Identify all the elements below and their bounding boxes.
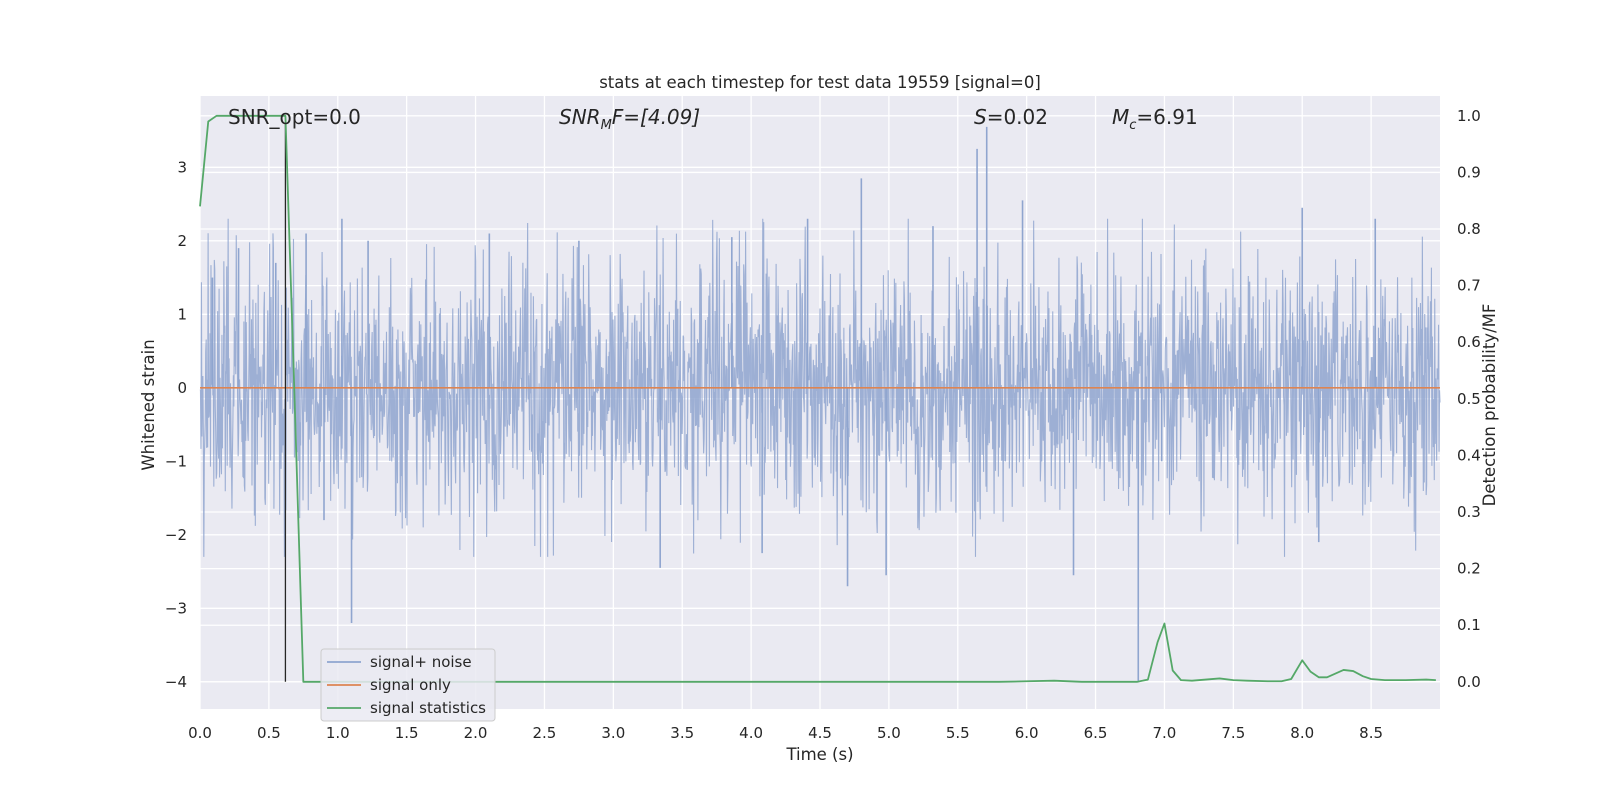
x-tick-label: 3.0: [601, 724, 625, 742]
legend: signal+ noise signal only signal statist…: [320, 648, 496, 722]
legend-label-signal-statistics: signal statistics: [370, 699, 486, 717]
y-left-tick-label: −3: [165, 599, 187, 617]
x-tick-label: 5.0: [877, 724, 901, 742]
chart-title: stats at each timestep for test data 195…: [599, 73, 1041, 92]
s-label: S: [974, 105, 987, 129]
y-right-tick-label: 0.6: [1457, 333, 1481, 351]
x-tick-label: 7.5: [1221, 724, 1245, 742]
snr-mf-subscript: M: [601, 118, 612, 133]
y-right-tick-label: 0.5: [1457, 390, 1481, 408]
x-tick-label: 5.5: [946, 724, 970, 742]
x-tick-label: 1.5: [395, 724, 419, 742]
y-right-tick-label: 0.0: [1457, 673, 1481, 691]
y-right-tick-label: 0.4: [1457, 446, 1481, 464]
y-left-tick-label: 2: [177, 232, 187, 250]
annotation-mc: Mc=6.91: [1112, 105, 1198, 133]
s-value: =0.02: [987, 105, 1048, 129]
y-left-tick-label: 1: [177, 305, 187, 323]
y-right-tick-label: 0.1: [1457, 616, 1481, 634]
y-axis-right-ticks: 0.0 0.1 0.2 0.3 0.4 0.5 0.6 0.7 0.8 0.9 1.0: [1457, 107, 1481, 691]
x-tick-label: 2.5: [533, 724, 557, 742]
y-left-tick-label: −2: [165, 526, 187, 544]
y-right-tick-label: 1.0: [1457, 107, 1481, 125]
y-left-tick-label: 3: [177, 158, 187, 176]
x-tick-label: 8.0: [1290, 724, 1314, 742]
x-tick-label: 1.0: [326, 724, 350, 742]
y-axis-left-label: Whitened strain: [139, 339, 158, 470]
x-axis-label: Time (s): [785, 745, 853, 764]
x-tick-label: 0.5: [257, 724, 281, 742]
signal-statistics-line: [199, 114, 1436, 683]
y-left-tick-label: 0: [177, 379, 187, 397]
y-left-tick-label: −1: [165, 452, 187, 470]
snr-mf-value: F=[4.09]: [612, 105, 700, 129]
y-right-tick-label: 0.7: [1457, 277, 1481, 295]
snr-mf-label: SNR: [559, 105, 601, 129]
signal-noise-path: [199, 218, 1441, 557]
legend-label-signal-noise: signal+ noise: [370, 653, 472, 671]
signal-statistics-path: [199, 114, 1436, 683]
x-tick-label: 8.5: [1359, 724, 1383, 742]
x-tick-label: 6.0: [1015, 724, 1039, 742]
y-left-tick-label: −4: [165, 673, 187, 691]
y-right-tick-label: 0.8: [1457, 220, 1481, 238]
x-tick-label: 6.5: [1084, 724, 1108, 742]
x-tick-label: 7.0: [1153, 724, 1177, 742]
annotation-s: S=0.02: [974, 105, 1048, 129]
mc-subscript: c: [1129, 118, 1136, 133]
mc-value: =6.91: [1136, 105, 1197, 129]
y-right-tick-label: 0.2: [1457, 560, 1481, 578]
x-tick-label: 2.0: [464, 724, 488, 742]
annotation-snr-mf: SNRMF=[4.09]: [559, 105, 700, 133]
y-right-tick-label: 0.9: [1457, 163, 1481, 181]
x-tick-label: 3.5: [670, 724, 694, 742]
y-right-tick-label: 0.3: [1457, 503, 1481, 521]
signal-noise-trace: [199, 126, 1441, 682]
x-tick-label: 4.0: [739, 724, 763, 742]
x-tick-label: 4.5: [808, 724, 832, 742]
legend-label-signal-only: signal only: [370, 676, 451, 694]
x-tick-label: 0.0: [188, 724, 212, 742]
mc-label: M: [1112, 105, 1129, 129]
y-axis-left-ticks: −4 −3 −2 −1 0 1 2 3: [165, 158, 187, 691]
x-axis-ticks: 0.0 0.5 1.0 1.5 2.0 2.5 3.0 3.5 4.0 4.5 5.0 5.5 6.0 6…: [188, 724, 1383, 742]
y-axis-right-label: Detection probability/MF: [1480, 304, 1499, 507]
legend-box: [320, 648, 496, 722]
annotation-snr-opt: SNR_opt=0.0: [228, 105, 361, 129]
